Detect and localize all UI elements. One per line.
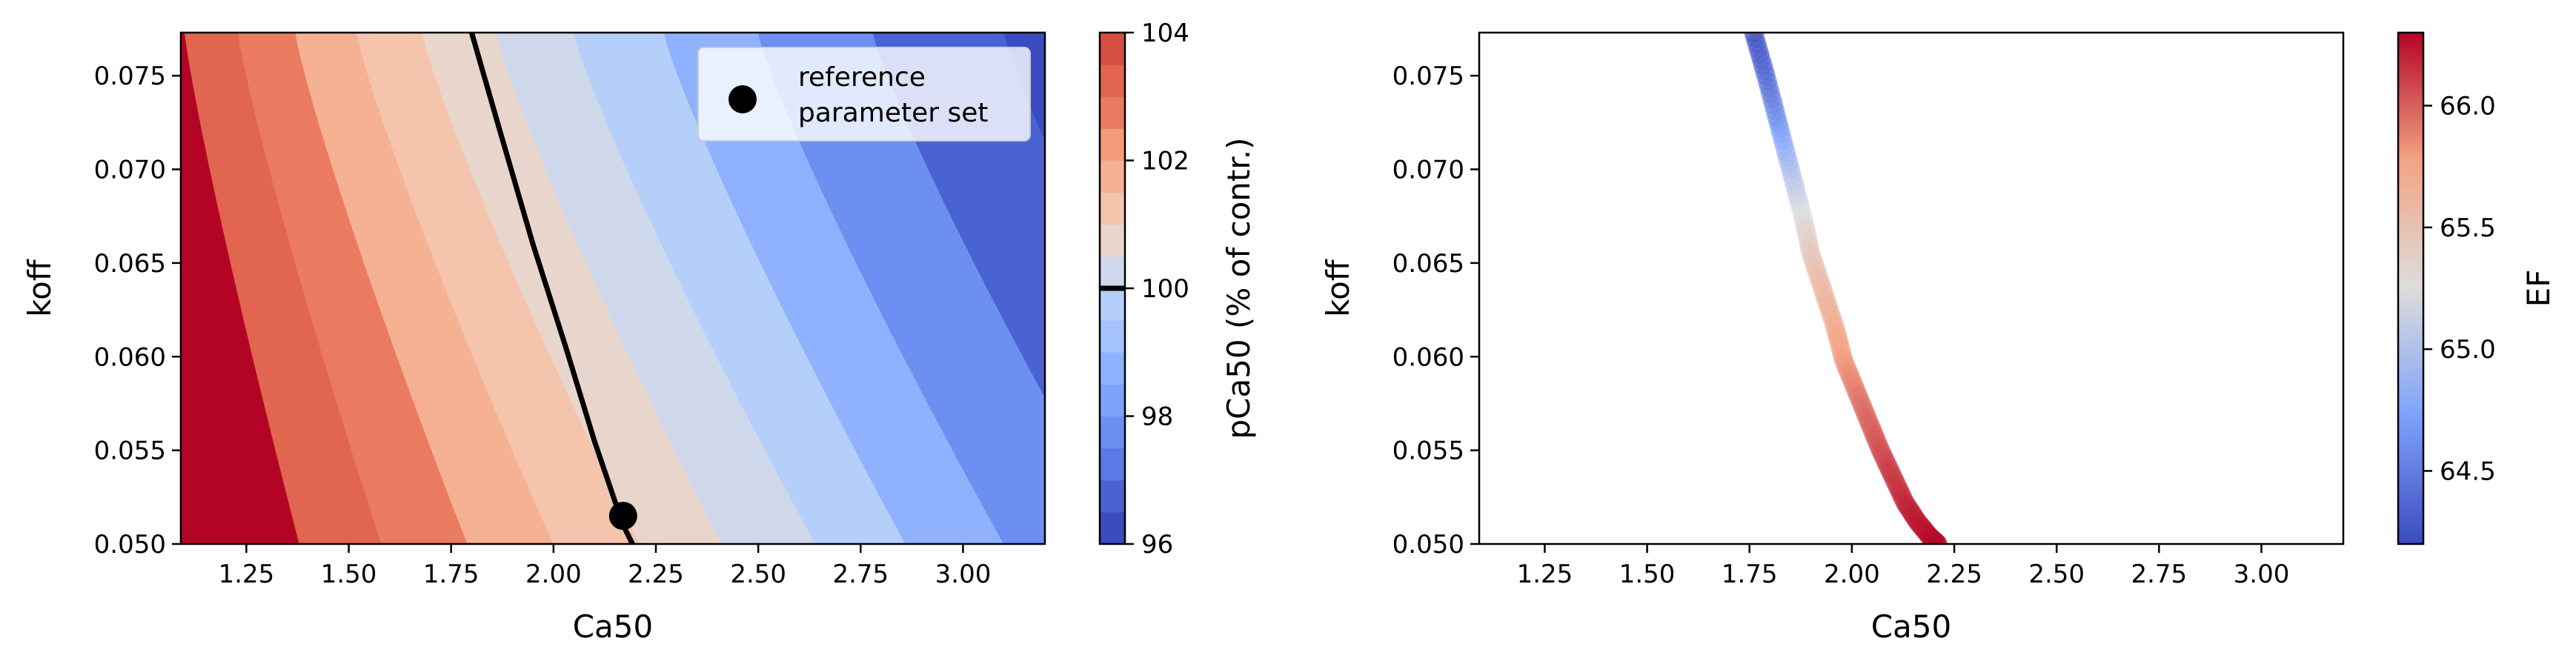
contour-fill [181, 33, 1045, 544]
scatter-colorbar-frame [2397, 31, 2425, 545]
contour-panel: 1.25 1.50 1.75 2.00 2.25 2.50 2.75 3.00 0.0500.… [21, 19, 1257, 645]
colorbar-band [1100, 33, 1125, 65]
contour-colorbar-label: pCa50 (% of contr.) [1221, 137, 1257, 439]
contour-colorbar-bands [1100, 33, 1125, 545]
contour-y-label: koff [21, 259, 58, 317]
colorbar-tick-label: 102 [1141, 147, 1189, 176]
colorbar-band [1100, 448, 1125, 481]
scatter-axes-frame [1478, 31, 2345, 545]
reference-point [608, 502, 637, 531]
x-tick-label: 3.00 [2234, 560, 2290, 589]
x-tick-label: 1.25 [1517, 560, 1573, 589]
ef-colorbar-tick-label: 66.0 [2440, 92, 2496, 122]
colorbar-band [1100, 384, 1125, 417]
scatter-x-ticks: 1.25 1.50 1.75 2.00 2.25 2.50 2.75 3.00 [1517, 544, 2290, 589]
colorbar-band [1100, 224, 1125, 257]
x-tick-label: 1.25 [219, 560, 275, 589]
colorbar-band [1100, 160, 1125, 193]
x-tick-label: 2.50 [2028, 560, 2085, 589]
scatter-point [1928, 534, 1948, 544]
x-tick-label: 2.00 [1824, 560, 1880, 589]
contour-x-label: Ca50 [573, 608, 654, 645]
contour-y-ticks: 0.050 0.055 0.060 0.065 0.070 0.075 [94, 62, 181, 560]
x-tick-label: 1.75 [1722, 560, 1778, 589]
y-tick-label: 0.055 [94, 437, 166, 466]
colorbar-tick-label: 104 [1141, 19, 1189, 48]
colorbar-band [1100, 96, 1125, 129]
colorbar-band [1100, 511, 1125, 545]
y-tick-label: 0.060 [94, 342, 166, 372]
scatter-points [1744, 33, 1948, 544]
colorbar-tick-label: 100 [1141, 274, 1189, 304]
y-tick-label: 0.075 [94, 62, 166, 91]
x-tick-label: 2.75 [2131, 560, 2187, 589]
ef-colorbar-tick-label: 64.5 [2440, 457, 2496, 486]
scatter-panel: 1.25 1.50 1.75 2.00 2.25 2.50 2.75 3.00 0.0500.… [1320, 31, 2557, 645]
scatter-colorbar: 64.5 65.0 65.5 66.0 EF [2397, 31, 2557, 545]
scatter-y-label: koff [1320, 259, 1356, 317]
legend-box [697, 47, 1031, 142]
scatter-y-ticks: 0.050 0.055 0.060 0.065 0.070 0.075 [1392, 62, 1479, 560]
y-tick-label: 0.055 [1392, 437, 1464, 466]
colorbar-band [1100, 256, 1125, 289]
y-tick-label: 0.070 [1392, 156, 1464, 185]
legend-label-line-1: reference [798, 62, 926, 93]
contour-x-ticks: 1.25 1.50 1.75 2.00 2.25 2.50 2.75 3.00 [219, 544, 992, 589]
y-tick-label: 0.050 [1392, 530, 1464, 560]
legend: reference parameter set [697, 47, 1031, 142]
x-tick-label: 1.50 [1619, 560, 1676, 589]
scatter-colorbar-label: EF [2520, 270, 2557, 308]
y-tick-label: 0.075 [1392, 62, 1464, 91]
colorbar-band [1100, 64, 1125, 97]
x-tick-label: 2.50 [730, 560, 786, 589]
scatter-colorbar-ticks: 64.5 65.0 65.5 66.0 [2423, 92, 2496, 486]
y-tick-label: 0.065 [1392, 249, 1464, 279]
colorbar-band [1100, 479, 1125, 513]
scatter-x-label: Ca50 [1871, 608, 1952, 645]
ef-colorbar-gradient [2398, 33, 2423, 544]
y-tick-label: 0.050 [94, 530, 166, 560]
contour-band [1003, 33, 1045, 142]
colorbar-band [1100, 288, 1125, 321]
colorbar-band [1100, 192, 1125, 225]
x-tick-label: 2.75 [832, 560, 889, 589]
x-tick-label: 2.25 [628, 560, 684, 589]
colorbar-band [1100, 128, 1125, 161]
ef-colorbar-tick-label: 65.0 [2440, 335, 2496, 365]
x-tick-label: 1.75 [423, 560, 479, 589]
colorbar-tick-label: 98 [1141, 402, 1173, 432]
y-tick-label: 0.070 [94, 156, 166, 185]
legend-marker [728, 85, 757, 113]
y-tick-label: 0.065 [94, 249, 166, 279]
ef-colorbar-tick-label: 65.5 [2440, 213, 2496, 243]
colorbar-band [1100, 416, 1125, 449]
legend-label-line-2: parameter set [798, 98, 989, 128]
x-tick-label: 2.25 [1926, 560, 1982, 589]
contour-colorbar: 96 98 100 102 104 pCa50 (% of contr.) [1098, 19, 1257, 560]
contour-colorbar-ticks: 96 98 100 102 104 [1125, 19, 1189, 560]
contour-axes-frame [179, 31, 1046, 545]
colorbar-band [1100, 320, 1125, 353]
x-tick-label: 3.00 [935, 560, 992, 589]
colorbar-band [1100, 352, 1125, 385]
y-tick-label: 0.060 [1392, 342, 1464, 372]
x-tick-label: 1.50 [321, 560, 377, 589]
x-tick-label: 2.00 [525, 560, 582, 589]
colorbar-tick-label: 96 [1141, 530, 1173, 560]
